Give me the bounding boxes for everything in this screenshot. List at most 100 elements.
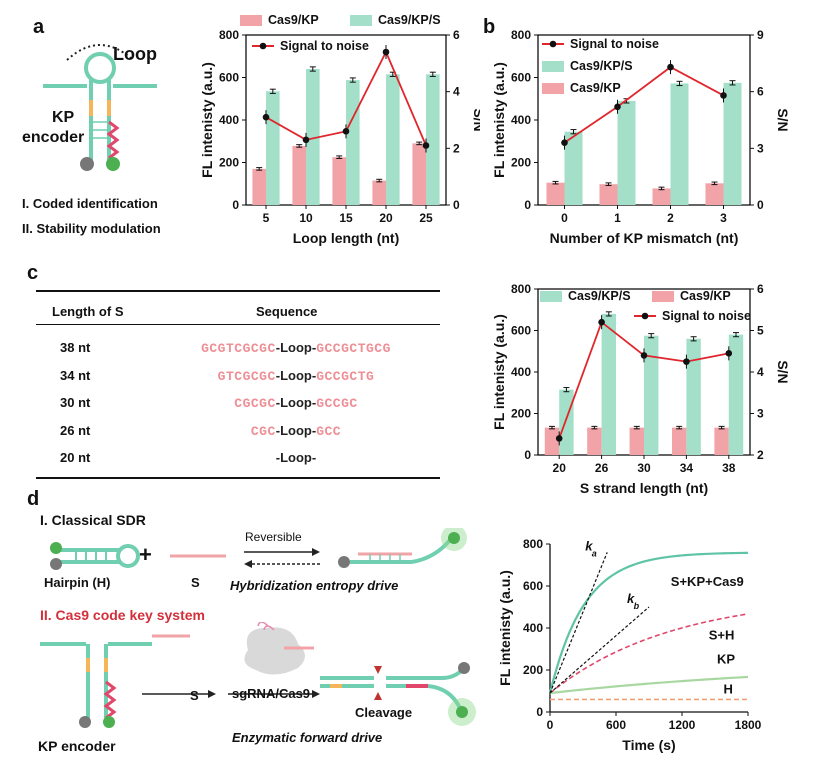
seq-right-arm: GCCGC (316, 396, 358, 411)
section-cas9-code-key: II. Cas9 code key system (40, 607, 205, 623)
y2-tick-label: 6 (453, 28, 460, 42)
sn-line (563, 66, 724, 144)
bar-cas9-kp (292, 145, 306, 205)
table-cell-sequence: CGCGC-Loop-GCCGC (234, 395, 357, 411)
table-cell-sequence: GTCGCGC-Loop-GCCGCTG (218, 368, 375, 384)
bar-cas9-kp (332, 157, 346, 205)
seq-loop: -Loop- (275, 395, 317, 410)
bar-cas9-kp-s (346, 80, 360, 205)
x-tick-label: 1200 (669, 718, 696, 732)
table-cell-length: 30 nt (60, 395, 91, 410)
y2-tick-label: 2 (453, 141, 460, 155)
bar-cas9-kp-s (386, 74, 400, 205)
legend-marker (549, 40, 557, 48)
ka-label: k (585, 538, 593, 553)
x-tick-label: 0 (561, 211, 568, 225)
legend-label: Signal to noise (662, 309, 751, 323)
bar-cas9-kp-s (601, 313, 617, 455)
series-label: S+H (709, 628, 735, 643)
legend-swatch (652, 291, 674, 302)
sn-point (422, 142, 430, 149)
legend-marker (641, 312, 649, 320)
seq-left-arm: GCGTCGCGC (201, 341, 276, 356)
table-cell-length: 20 nt (60, 450, 91, 465)
bar-cas9-kp-s (617, 100, 636, 205)
y-axis-label: FL intenisty (a.u.) (199, 62, 215, 178)
seq-left-arm: CGCGC (234, 396, 276, 411)
bar-cas9-kp-s (644, 335, 659, 455)
panel-letter-b: b (483, 16, 496, 38)
x-tick-label: 34 (680, 461, 694, 475)
y-tick-label: 400 (219, 113, 239, 127)
y-tick-label: 600 (511, 71, 531, 85)
x-tick-label: 30 (637, 461, 651, 475)
seq-loop: -Loop- (275, 340, 317, 355)
x-tick-label: 10 (299, 211, 313, 225)
bar-cas9-kp (671, 427, 687, 455)
bar-cas9-kp-s (723, 82, 742, 205)
y-tick-label: 600 (511, 324, 531, 338)
y-tick-label: 600 (219, 71, 239, 85)
bar-cas9-kp (252, 168, 266, 205)
legend-marker (259, 42, 267, 50)
y-tick-label: 200 (523, 663, 543, 677)
y2-tick-label: 4 (453, 85, 460, 99)
seq-loop: -Loop- (275, 450, 317, 465)
bar-cas9-kp (714, 427, 729, 455)
kinetic-curve (549, 613, 749, 694)
kb-tangent (549, 606, 650, 694)
sn-point (342, 128, 350, 135)
kp-encoder-label-line2: encoder (22, 129, 85, 146)
bar-cas9-kp (372, 180, 386, 205)
y2-tick-label: 0 (757, 198, 764, 212)
y-tick-label: 400 (511, 365, 531, 379)
series-label: KP (717, 652, 735, 667)
sn-point (262, 113, 270, 121)
table-top-rule (36, 290, 440, 292)
sn-point (302, 136, 310, 144)
x-axis-label: Time (s) (622, 737, 675, 753)
classical-sdr-diagram (50, 528, 467, 570)
table-cell-sequence: CGC-Loop-GCC (251, 423, 341, 439)
x-axis-label: S strand length (nt) (580, 480, 708, 496)
bar-cas9-kp (652, 188, 671, 205)
legend-label: Cas9/KP/S (568, 289, 631, 303)
x-axis-label: Loop length (nt) (293, 230, 400, 246)
y-axis-label: FL intenisty (a.u.) (491, 314, 507, 430)
legend-swatch (540, 291, 562, 302)
kb-subscript: b (634, 601, 640, 611)
y-axis-label: FL intenisty (a.u.) (491, 62, 507, 178)
quencher-icon (80, 157, 94, 171)
plus-sign: + (139, 542, 152, 567)
sn-point (561, 139, 568, 146)
s-label-2: S (190, 688, 199, 703)
seq-loop: -Loop- (275, 422, 317, 438)
bar-cas9-kp-s (670, 83, 689, 205)
series-label: H (724, 682, 733, 697)
y-tick-label: 0 (524, 198, 531, 212)
y2-tick-label: 3 (757, 407, 764, 421)
kp-encoder-label-line1: KP (52, 109, 75, 126)
bar-cas9-kp-s (559, 389, 574, 455)
table-cell-length: 34 nt (60, 367, 91, 383)
cas9-protein-icon (244, 627, 305, 675)
panel-letter-d: d (27, 488, 40, 510)
chart-kp-mismatch: 0 200 400 600 800 0 3 6 9 0 1 2 3 Number of KP mismat… (491, 28, 791, 246)
sn-point (667, 63, 674, 71)
y2-tick-label: 2 (757, 448, 764, 462)
table-bottom-rule (36, 477, 440, 479)
y-tick-label: 200 (511, 407, 531, 421)
table-header-length: Length of S (52, 304, 124, 319)
legend-label: Cas9/KP/S (378, 13, 441, 27)
sn-point (640, 352, 648, 359)
hairpin-label: Hairpin (H) (44, 575, 111, 590)
x-tick-label: 2 (667, 211, 674, 225)
legend-swatch (542, 83, 564, 94)
y-tick-label: 600 (523, 579, 543, 593)
y-tick-label: 200 (219, 156, 239, 170)
y-tick-label: 0 (232, 198, 239, 212)
bar-cas9-kp (599, 184, 618, 205)
kinetic-curve (548, 551, 749, 694)
